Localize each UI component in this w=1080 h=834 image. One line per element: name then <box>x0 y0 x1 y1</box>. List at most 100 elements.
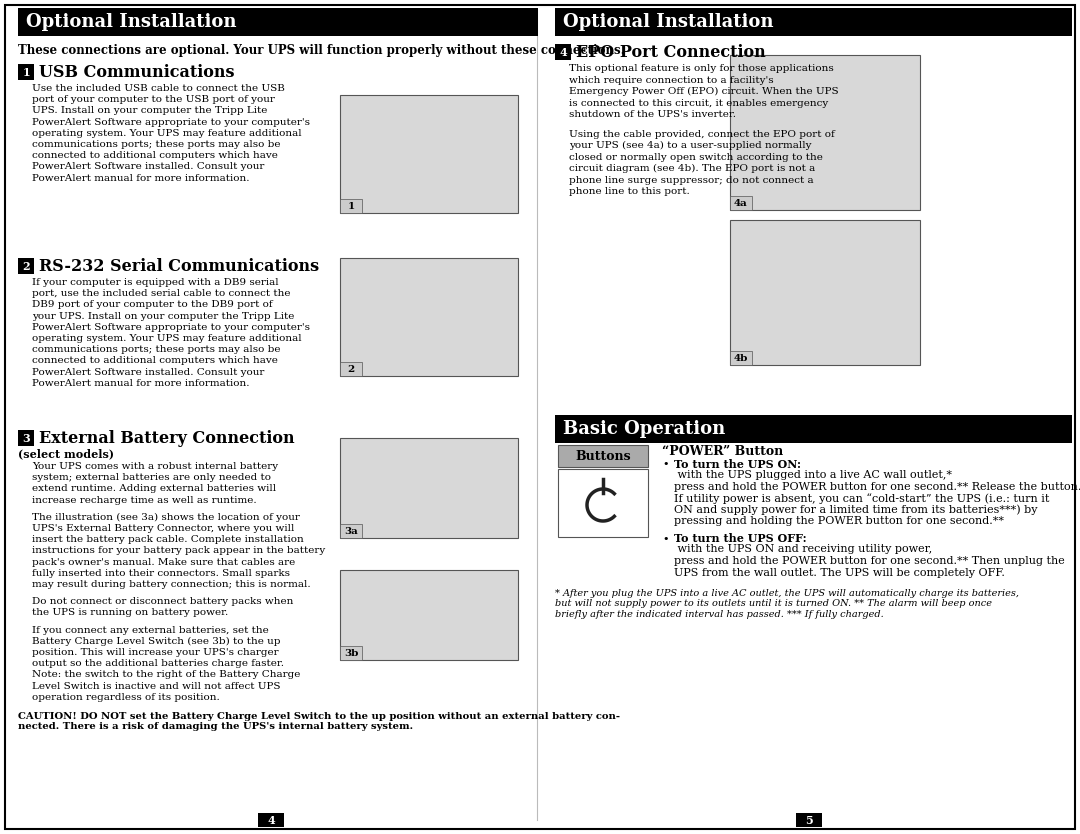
Text: UPS from the wall outlet. The UPS will be completely OFF.: UPS from the wall outlet. The UPS will b… <box>674 567 1004 577</box>
Text: 4a: 4a <box>734 198 747 208</box>
Text: port of your computer to the USB port of your: port of your computer to the USB port of… <box>32 95 275 104</box>
Text: position. This will increase your UPS's charger: position. This will increase your UPS's … <box>32 648 279 657</box>
Text: Emergency Power Off (EPO) circuit. When the UPS: Emergency Power Off (EPO) circuit. When … <box>569 87 839 96</box>
Text: Use the included USB cable to connect the USB: Use the included USB cable to connect th… <box>32 84 285 93</box>
Text: Basic Operation: Basic Operation <box>563 420 726 438</box>
Text: phone line to this port.: phone line to this port. <box>569 187 690 196</box>
Text: PowerAlert Software appropriate to your computer's: PowerAlert Software appropriate to your … <box>32 118 310 127</box>
Text: operation regardless of its position.: operation regardless of its position. <box>32 693 219 701</box>
Text: PowerAlert manual for more information.: PowerAlert manual for more information. <box>32 173 249 183</box>
Text: pressing and holding the POWER button for one second.**: pressing and holding the POWER button fo… <box>674 516 1004 526</box>
Text: fully inserted into their connectors. Small sparks: fully inserted into their connectors. Sm… <box>32 569 291 578</box>
Text: circuit diagram (see 4b). The EPO port is not a: circuit diagram (see 4b). The EPO port i… <box>569 164 815 173</box>
Text: Your UPS comes with a robust internal battery: Your UPS comes with a robust internal ba… <box>32 462 279 471</box>
Text: 4: 4 <box>559 47 567 58</box>
Bar <box>18 64 33 80</box>
Text: The illustration (see 3a) shows the location of your: The illustration (see 3a) shows the loca… <box>32 513 300 522</box>
Text: with the UPS plugged into a live AC wall outlet,*: with the UPS plugged into a live AC wall… <box>674 470 951 480</box>
Text: DB9 port of your computer to the DB9 port of: DB9 port of your computer to the DB9 por… <box>32 300 272 309</box>
Text: •: • <box>662 459 669 469</box>
Text: your UPS. Install on your computer the Tripp Lite: your UPS. Install on your computer the T… <box>32 312 295 320</box>
Text: press and hold the POWER button for one second.** Then unplug the: press and hold the POWER button for one … <box>674 556 1065 566</box>
Bar <box>796 813 822 827</box>
Bar <box>730 351 752 365</box>
Text: These connections are optional. Your UPS will function properly without these co: These connections are optional. Your UPS… <box>18 44 624 57</box>
Text: 4b: 4b <box>733 354 748 363</box>
Text: communications ports; these ports may also be: communications ports; these ports may al… <box>32 345 281 354</box>
Text: ON and supply power for a limited time from its batteries***) by: ON and supply power for a limited time f… <box>674 505 1038 515</box>
Text: press and hold the POWER button for one second.** Release the button.: press and hold the POWER button for one … <box>674 481 1080 491</box>
Text: External Battery Connection: External Battery Connection <box>39 430 295 447</box>
Text: “POWER” Button: “POWER” Button <box>662 445 783 458</box>
Text: connected to additional computers which have: connected to additional computers which … <box>32 356 278 365</box>
Bar <box>730 196 752 210</box>
Text: 2: 2 <box>348 364 354 374</box>
Bar <box>258 813 284 827</box>
Text: your UPS (see 4a) to a user-supplied normally: your UPS (see 4a) to a user-supplied nor… <box>569 141 811 150</box>
Text: 1: 1 <box>23 67 30 78</box>
Text: is connected to this circuit, it enables emergency: is connected to this circuit, it enables… <box>569 98 828 108</box>
Text: shutdown of the UPS's inverter.: shutdown of the UPS's inverter. <box>569 110 735 119</box>
Text: 3: 3 <box>22 433 30 444</box>
Bar <box>340 524 362 538</box>
Bar <box>340 258 518 376</box>
Text: closed or normally open switch according to the: closed or normally open switch according… <box>569 153 823 162</box>
Bar <box>558 469 648 537</box>
Text: To turn the UPS ON:: To turn the UPS ON: <box>674 459 801 470</box>
Text: pack's owner's manual. Make sure that cables are: pack's owner's manual. Make sure that ca… <box>32 558 295 566</box>
Text: * After you plug the UPS into a live AC outlet, the UPS will automatically charg: * After you plug the UPS into a live AC … <box>555 589 1020 598</box>
Text: •: • <box>662 534 669 544</box>
Text: operating system. Your UPS may feature additional: operating system. Your UPS may feature a… <box>32 334 301 343</box>
Text: CAUTION! DO NOT set the Battery Charge Level Switch to the up position without a: CAUTION! DO NOT set the Battery Charge L… <box>18 712 620 721</box>
Text: which require connection to a facility's: which require connection to a facility's <box>569 76 773 84</box>
Bar <box>340 362 362 376</box>
Text: UPS. Install on your computer the Tripp Lite: UPS. Install on your computer the Tripp … <box>32 107 268 115</box>
Bar <box>555 44 571 60</box>
Text: RS-232 Serial Communications: RS-232 Serial Communications <box>39 258 319 275</box>
Text: Level Switch is inactive and will not affect UPS: Level Switch is inactive and will not af… <box>32 681 281 691</box>
Text: 3b: 3b <box>343 649 359 657</box>
Text: port, use the included serial cable to connect the: port, use the included serial cable to c… <box>32 289 291 299</box>
Text: Do not connect or disconnect battery packs when: Do not connect or disconnect battery pac… <box>32 597 294 606</box>
Bar <box>730 55 920 210</box>
Text: PowerAlert Software appropriate to your computer's: PowerAlert Software appropriate to your … <box>32 323 310 332</box>
Text: If your computer is equipped with a DB9 serial: If your computer is equipped with a DB9 … <box>32 278 279 287</box>
Text: Optional Installation: Optional Installation <box>563 13 773 31</box>
Text: USB Communications: USB Communications <box>39 64 234 81</box>
Text: briefly after the indicated interval has passed. *** If fully charged.: briefly after the indicated interval has… <box>555 610 883 619</box>
Text: but will not supply power to its outlets until it is turned ON. ** The alarm wil: but will not supply power to its outlets… <box>555 600 993 609</box>
Text: 2: 2 <box>23 260 30 272</box>
Text: Using the cable provided, connect the EPO port of: Using the cable provided, connect the EP… <box>569 129 835 138</box>
Text: PowerAlert Software installed. Consult your: PowerAlert Software installed. Consult y… <box>32 163 265 172</box>
Text: EPO Port Connection: EPO Port Connection <box>576 44 766 61</box>
Text: To turn the UPS OFF:: To turn the UPS OFF: <box>674 534 807 545</box>
Bar <box>558 445 648 467</box>
Text: increase recharge time as well as runtime.: increase recharge time as well as runtim… <box>32 495 257 505</box>
Bar <box>340 438 518 538</box>
Text: nected. There is a risk of damaging the UPS's internal battery system.: nected. There is a risk of damaging the … <box>18 722 414 731</box>
Bar <box>340 199 362 213</box>
Text: (select models): (select models) <box>18 448 114 459</box>
Text: 1: 1 <box>348 202 354 210</box>
Text: This optional feature is only for those applications: This optional feature is only for those … <box>569 64 834 73</box>
Text: insert the battery pack cable. Complete installation: insert the battery pack cable. Complete … <box>32 535 303 545</box>
Text: Buttons: Buttons <box>576 450 631 463</box>
Text: connected to additional computers which have: connected to additional computers which … <box>32 151 278 160</box>
Text: communications ports; these ports may also be: communications ports; these ports may al… <box>32 140 281 149</box>
Bar <box>18 8 538 36</box>
Bar <box>340 646 362 660</box>
Text: Optional Installation: Optional Installation <box>26 13 237 31</box>
Text: 5: 5 <box>805 815 813 826</box>
Text: If you connect any external batteries, set the: If you connect any external batteries, s… <box>32 626 269 635</box>
Text: Battery Charge Level Switch (see 3b) to the up: Battery Charge Level Switch (see 3b) to … <box>32 637 281 646</box>
Text: 4: 4 <box>267 815 275 826</box>
Text: operating system. Your UPS may feature additional: operating system. Your UPS may feature a… <box>32 128 301 138</box>
Text: PowerAlert Software installed. Consult your: PowerAlert Software installed. Consult y… <box>32 368 265 377</box>
Bar <box>340 95 518 213</box>
Text: Note: the switch to the right of the Battery Charge: Note: the switch to the right of the Bat… <box>32 671 300 680</box>
Bar <box>18 430 33 446</box>
Text: may result during battery connection; this is normal.: may result during battery connection; th… <box>32 580 311 589</box>
Text: 3a: 3a <box>345 526 357 535</box>
Text: UPS's External Battery Connector, where you will: UPS's External Battery Connector, where … <box>32 524 295 533</box>
Text: If utility power is absent, you can “cold-start” the UPS (i.e.: turn it: If utility power is absent, you can “col… <box>674 493 1050 504</box>
